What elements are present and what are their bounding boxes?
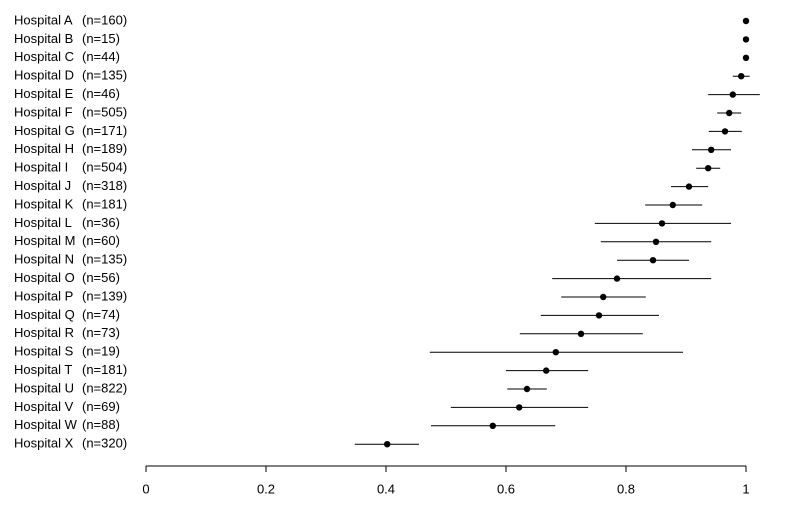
sample-size: (n=189) (82, 141, 127, 156)
row-label: Hospital F (14, 104, 73, 119)
x-tick-label: 0.8 (617, 481, 635, 496)
row-label: Hospital M (14, 233, 75, 248)
x-tick-label: 0.2 (257, 481, 275, 496)
sample-size: (n=181) (82, 362, 127, 377)
sample-size: (n=56) (82, 270, 120, 285)
sample-size: (n=36) (82, 215, 120, 230)
point (595, 312, 603, 319)
row-label: Hospital T (14, 362, 72, 377)
row-label: Hospital V (14, 399, 74, 414)
sample-size: (n=822) (82, 380, 127, 395)
point (384, 441, 391, 448)
row-label: Hospital N (14, 252, 74, 267)
sample-size: (n=74) (82, 307, 120, 322)
point (658, 220, 666, 227)
point (649, 257, 657, 264)
point (685, 183, 693, 190)
point (489, 422, 496, 429)
sample-size: (n=139) (82, 288, 127, 303)
row-label: Hospital B (14, 31, 73, 46)
sample-size: (n=15) (82, 31, 120, 46)
row-label: Hospital I (14, 160, 68, 175)
row-label: Hospital R (14, 325, 74, 340)
point (652, 238, 660, 245)
point (729, 91, 736, 98)
x-tick-label: 1 (742, 481, 749, 496)
point (726, 109, 733, 117)
row-label: Hospital C (14, 49, 74, 64)
sample-size: (n=60) (82, 233, 120, 248)
point (669, 201, 676, 209)
point (738, 73, 745, 80)
row-label: Hospital W (14, 417, 78, 432)
sample-size: (n=46) (82, 86, 120, 101)
row-label: Hospital K (14, 196, 74, 211)
row-label: Hospital S (14, 344, 74, 359)
sample-size: (n=504) (82, 160, 127, 175)
sample-size: (n=171) (82, 123, 127, 138)
sample-size: (n=505) (82, 104, 127, 119)
sample-size: (n=160) (82, 12, 127, 27)
row-label: Hospital O (14, 270, 75, 285)
point (721, 128, 729, 135)
point (516, 404, 523, 411)
point (742, 54, 750, 61)
point (613, 275, 621, 282)
row-label: Hospital E (14, 86, 74, 101)
x-tick-label: 0 (142, 481, 149, 496)
row-label: Hospital H (14, 141, 74, 156)
x-tick-label: 0.4 (377, 481, 395, 496)
row-label: Hospital D (14, 68, 74, 83)
sample-size: (n=135) (82, 68, 127, 83)
row-label: Hospital G (14, 123, 75, 138)
sample-size: (n=318) (82, 178, 127, 193)
row-label: Hospital A (14, 12, 73, 27)
sample-size: (n=69) (82, 399, 120, 414)
point (523, 385, 531, 393)
row-label: Hospital X (14, 436, 74, 451)
x-tick-label: 0.6 (497, 481, 515, 496)
point (742, 17, 750, 25)
row-label: Hospital U (14, 380, 74, 395)
point (577, 330, 585, 337)
sample-size: (n=44) (82, 49, 120, 64)
point (600, 293, 607, 301)
row-label: Hospital J (14, 178, 71, 193)
sample-size: (n=19) (82, 344, 120, 359)
row-label: Hospital L (14, 215, 72, 230)
point (552, 349, 559, 356)
sample-size: (n=135) (82, 252, 127, 267)
point (543, 367, 550, 374)
point (708, 146, 715, 153)
sample-size: (n=73) (82, 325, 120, 340)
row-label: Hospital P (14, 288, 73, 303)
sample-size: (n=88) (82, 417, 120, 432)
point (705, 165, 712, 172)
row-label: Hospital Q (14, 307, 75, 322)
point (742, 36, 750, 43)
sample-size: (n=320) (82, 436, 127, 451)
sample-size: (n=181) (82, 196, 127, 211)
